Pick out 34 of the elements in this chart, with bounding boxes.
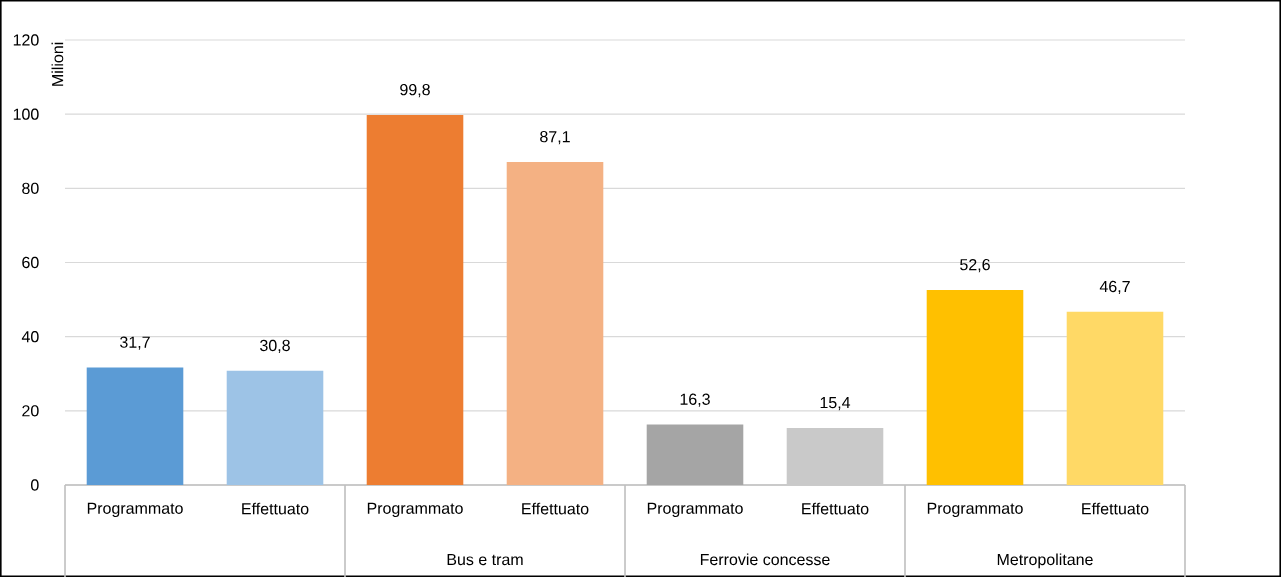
bar — [926, 289, 1024, 485]
y-tick-label: 60 — [22, 256, 39, 269]
bar — [646, 424, 744, 485]
x-tick-label: Programmato — [647, 502, 743, 518]
text: Bus e tram — [447, 553, 523, 566]
data-label: 99,8 — [400, 83, 430, 98]
data-label: 31,7 — [120, 336, 150, 350]
x-tick-label: Effettuato — [802, 502, 869, 515]
bar — [1066, 311, 1164, 485]
bar — [226, 370, 324, 485]
text: Metropolitane — [997, 553, 1093, 569]
x-tick-label: Effettuato — [522, 502, 589, 515]
data-label: 16,3 — [680, 393, 710, 407]
data-label: 46,7 — [1099, 280, 1130, 295]
data-label: 30,8 — [260, 339, 290, 354]
y-tick-label: 0 — [31, 479, 39, 491]
y-tick-label: 100 — [13, 108, 39, 120]
bar — [86, 367, 184, 485]
y-tick-label: 40 — [21, 331, 39, 343]
data-label: 15,4 — [820, 397, 851, 411]
y-tick-label: 80 — [22, 182, 39, 194]
text: Ferrovie concesse — [700, 553, 830, 566]
x-tick-label: Effettuato — [242, 502, 309, 515]
bar — [366, 114, 464, 485]
x-tick-label: Programmato — [927, 502, 1023, 518]
bar — [506, 161, 604, 485]
data-label: 87,1 — [540, 131, 570, 145]
x-tick-label: Programmato — [87, 502, 183, 518]
y-tick-label: 20 — [22, 405, 39, 417]
x-tick-label: Programmato — [367, 502, 463, 518]
x-tick-label: Effettuato — [1082, 502, 1149, 515]
y-tick-label: 120 — [13, 34, 39, 46]
data-label: 52,6 — [960, 258, 990, 273]
y-axis-title: Milioni — [51, 42, 64, 86]
